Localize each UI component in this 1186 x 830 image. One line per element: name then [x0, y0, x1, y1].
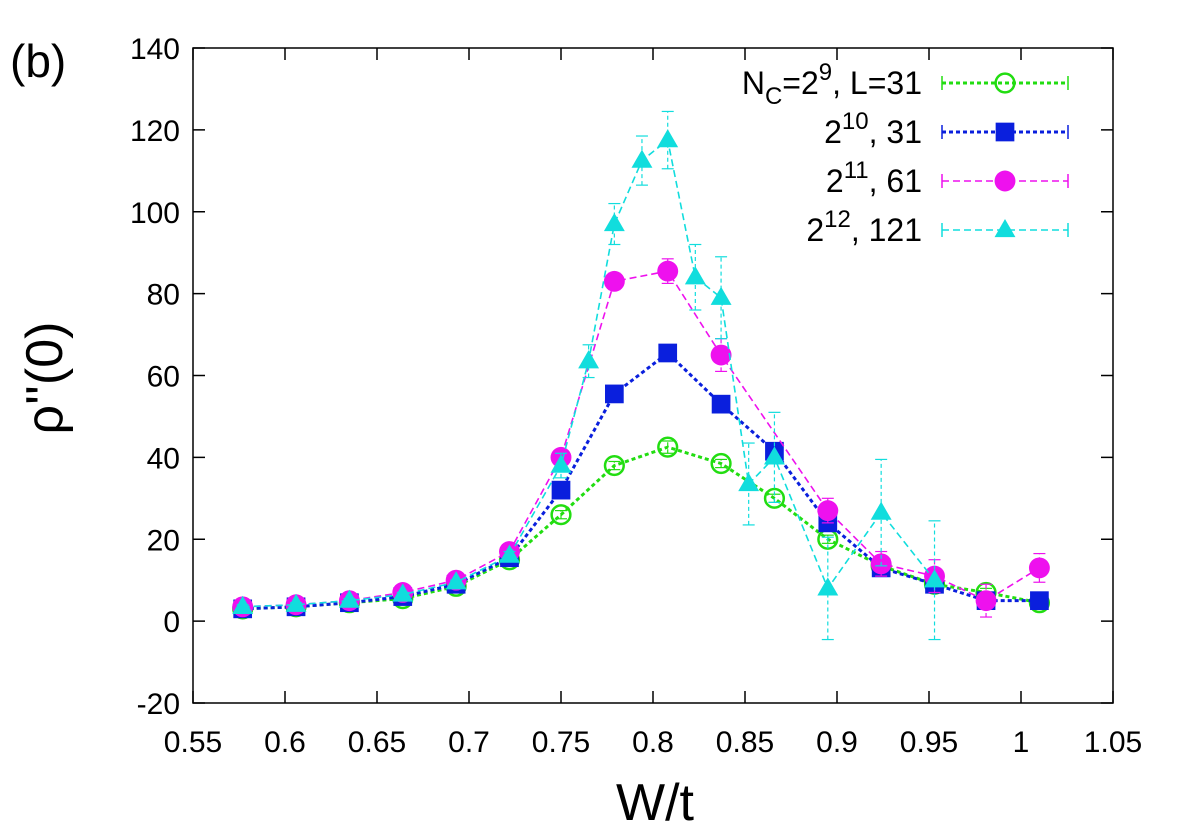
- legend-label: NC=29, L=31: [742, 59, 922, 110]
- legend-sample-marker: [994, 72, 1016, 94]
- y-tick-label: 140: [130, 33, 180, 66]
- data-point: [710, 452, 732, 475]
- data-point: [658, 343, 678, 363]
- data-point: [392, 583, 414, 602]
- data-point: [605, 384, 624, 404]
- legend-sample-marker: [994, 219, 1016, 238]
- legend-superscript: 11: [844, 157, 869, 184]
- series-2: [232, 258, 1050, 618]
- data-point: [657, 260, 679, 282]
- legend-subscript: C: [765, 83, 782, 110]
- legend-entry-0: NC=29, L=31: [742, 59, 1069, 110]
- legend-label: 211, 61: [826, 157, 922, 199]
- data-point: [817, 500, 839, 522]
- series-layer: [232, 110, 1051, 641]
- data-point: [578, 350, 600, 369]
- data-point: [445, 571, 467, 590]
- legend-entry-3: 212, 121: [806, 206, 1069, 248]
- y-tick-label: 100: [130, 197, 180, 230]
- y-tick-label: 60: [147, 361, 180, 394]
- panel-label: (b): [10, 35, 66, 87]
- data-point: [684, 266, 706, 285]
- x-tick-label: 0.95: [900, 726, 958, 759]
- data-point: [232, 595, 254, 614]
- y-tick-label: -20: [137, 688, 180, 721]
- x-tick-label: 0.8: [632, 726, 674, 759]
- legend-superscript: 9: [819, 59, 832, 86]
- legend-text-part: 2: [824, 114, 842, 150]
- legend-text-part: 2: [806, 212, 824, 248]
- data-point: [710, 286, 732, 305]
- plot-border: [192, 47, 1114, 704]
- x-axis: 0.55 0.6 0.65 0.7 0.75 0.8 0.85 0.9 0.95 1 1.05: [164, 48, 1142, 759]
- legend-superscript: 10: [842, 108, 869, 135]
- series-line: [242, 270, 1040, 608]
- legend-sample-marker: [994, 170, 1016, 192]
- data-point: [738, 472, 760, 492]
- x-tick-label: 1.05: [1084, 726, 1142, 759]
- data-point: [763, 487, 786, 509]
- series-3: [232, 110, 945, 641]
- data-point: [603, 213, 625, 232]
- data-point: [870, 501, 892, 520]
- series-line: [242, 351, 1040, 611]
- x-tick-label: 0.55: [164, 726, 222, 759]
- x-tick-label: 0.85: [716, 726, 774, 759]
- legend-text-part: , L=31: [832, 65, 922, 101]
- legend-entry-2: 211, 61: [826, 157, 1069, 199]
- data-point: [285, 593, 307, 612]
- plot-frame: [192, 47, 1114, 704]
- data-point: [763, 446, 785, 465]
- legend-text-part: , 31: [869, 114, 922, 150]
- y-tick-label: 0: [163, 606, 180, 639]
- data-point: [551, 480, 571, 500]
- y-tick-label: 40: [147, 442, 180, 475]
- y-axis: -20 0 20 40 60 80 100 120 140: [130, 33, 1113, 721]
- data-point: [499, 544, 520, 563]
- x-tick-label: 0.7: [448, 726, 490, 759]
- data-point: [631, 149, 653, 168]
- data-point: [603, 270, 625, 292]
- legend-label: 210, 31: [824, 108, 922, 150]
- legend-text-part: , 61: [869, 163, 922, 199]
- x-axis-title: W/t: [616, 774, 695, 830]
- data-point: [975, 590, 997, 612]
- x-tick-label: 0.65: [348, 726, 406, 759]
- data-point: [1030, 591, 1049, 611]
- legend-entry-1: 210, 31: [824, 108, 1069, 150]
- data-point: [657, 436, 679, 458]
- x-tick-label: 1: [1013, 726, 1030, 759]
- data-point: [550, 454, 572, 473]
- data-point: [550, 504, 572, 526]
- series-line: [242, 445, 1040, 611]
- legend-text-part: , 121: [851, 212, 922, 248]
- y-tick-label: 80: [147, 279, 180, 312]
- series-line: [242, 138, 936, 608]
- y-axis-title: ρ''(0): [16, 322, 74, 435]
- legend-label: 212, 121: [806, 206, 922, 248]
- x-tick-label: 0.9: [816, 726, 858, 759]
- legend-superscript: 12: [824, 206, 851, 233]
- legend-text-part: N: [742, 65, 765, 101]
- data-point: [657, 129, 679, 148]
- data-point: [1028, 557, 1050, 579]
- data-point: [817, 577, 839, 596]
- legend-text-part: =2: [782, 65, 818, 101]
- data-point: [711, 394, 731, 414]
- y-tick-label: 20: [147, 524, 180, 557]
- y-tick-label: 120: [130, 115, 180, 148]
- data-point: [710, 344, 732, 366]
- data-point: [924, 569, 945, 588]
- data-point: [338, 589, 360, 608]
- data-point: [603, 454, 625, 477]
- x-tick-label: 0.6: [264, 726, 306, 759]
- x-tick-label: 0.75: [532, 726, 590, 759]
- legend-sample-marker: [995, 122, 1015, 142]
- legend-text-part: 2: [826, 163, 844, 199]
